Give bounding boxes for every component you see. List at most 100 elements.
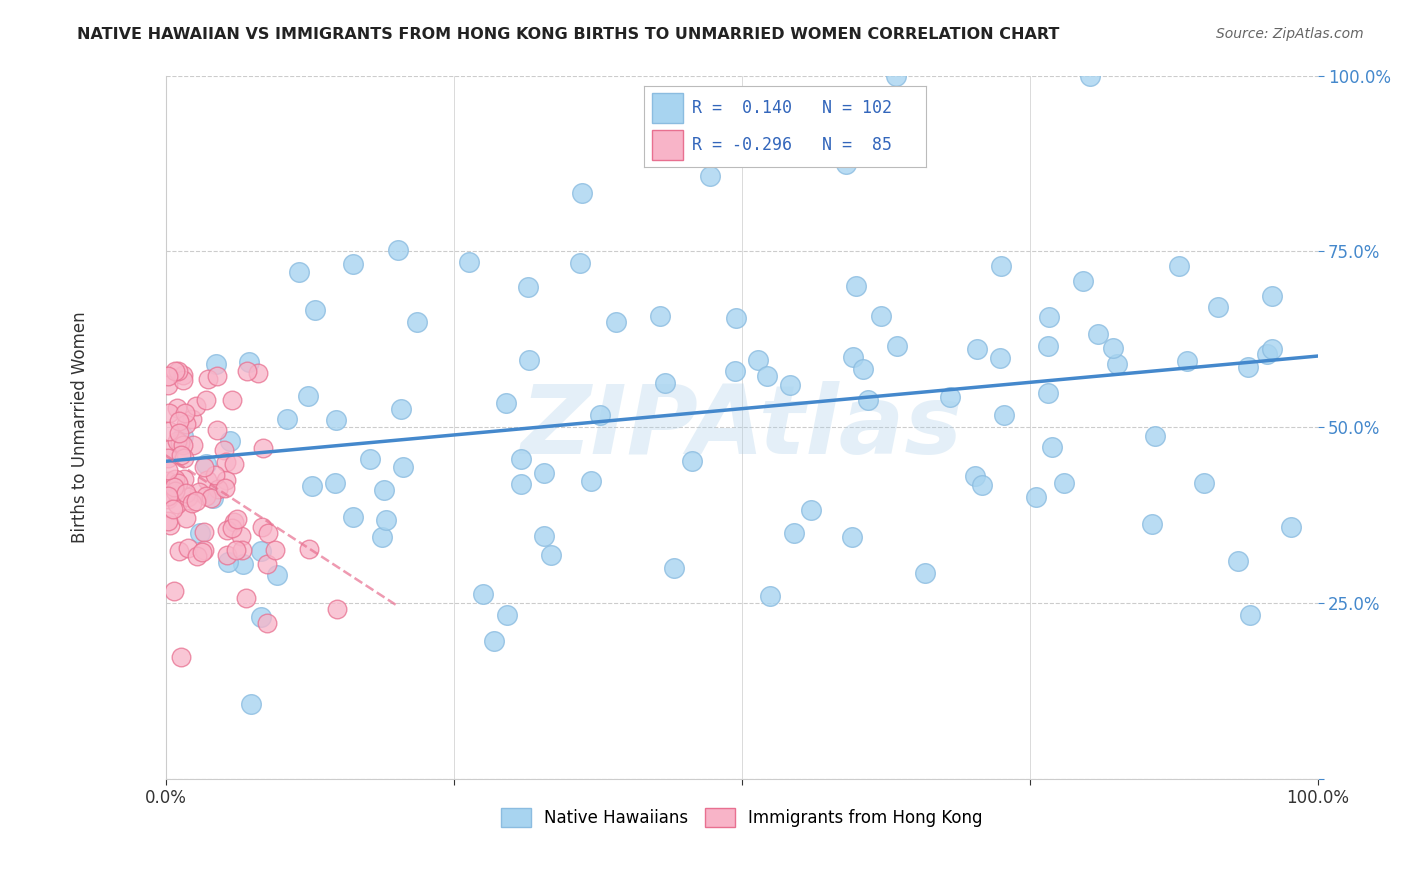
Point [166,497,188,511]
Point [783,526,806,541]
Point [207,368,229,383]
Point [510,452,533,467]
Point [181,412,204,426]
Point [172,429,194,443]
Point [654,376,676,391]
Point [342,509,364,524]
Point [779,378,801,392]
Point [1192,476,1215,491]
Point [226,511,249,525]
Point [841,530,863,544]
Point [163,583,186,598]
Point [167,426,190,441]
Point [195,473,218,487]
Point [699,169,721,183]
Point [215,523,238,537]
Point [1087,327,1109,342]
Point [173,472,195,486]
Point [1206,300,1229,314]
Point [235,591,257,606]
Point [990,259,1012,273]
Point [190,526,212,541]
Point [297,388,319,402]
Point [842,350,865,364]
Point [205,357,228,371]
Text: Source: ZipAtlas.com: Source: ZipAtlas.com [1216,27,1364,41]
Point [194,457,217,471]
Text: ZIPAtlas: ZIPAtlas [520,381,963,474]
Point [1101,341,1123,355]
Point [170,448,193,462]
Point [509,477,531,491]
Point [845,279,868,293]
Point [200,491,222,505]
Point [484,633,506,648]
Point [225,543,247,558]
Point [159,518,181,533]
Point [276,412,298,426]
Point [1261,289,1284,303]
Point [177,541,200,555]
Point [391,459,413,474]
Point [222,457,245,471]
Point [229,529,252,543]
Point [195,489,218,503]
Point [391,401,413,416]
Point [214,442,236,457]
Point [163,483,186,498]
Point [232,558,254,572]
Point [174,406,197,420]
Point [224,516,246,530]
Point [169,436,191,450]
Point [1279,519,1302,533]
Point [156,514,179,528]
Point [174,486,197,500]
Point [965,469,987,483]
Point [266,568,288,582]
Point [359,451,381,466]
Point [167,414,190,428]
Point [323,475,346,490]
Point [1237,359,1260,374]
Point [162,502,184,516]
Point [1143,429,1166,443]
Point [264,542,287,557]
Point [157,368,180,383]
Point [207,482,229,496]
Point [204,467,226,482]
Point [197,372,219,386]
Text: NATIVE HAWAIIAN VS IMMIGRANTS FROM HONG KONG BIRTHS TO UNMARRIED WOMEN CORRELATI: NATIVE HAWAIIAN VS IMMIGRANTS FROM HONG … [77,27,1060,42]
Point [1052,476,1074,491]
Point [568,256,591,270]
Point [250,520,273,534]
Point [1261,342,1284,356]
Point [1167,260,1189,274]
Point [1078,69,1101,83]
Point [835,157,858,171]
Point [387,244,409,258]
Point [163,480,186,494]
Point [342,257,364,271]
Point [191,545,214,559]
Point [1025,490,1047,504]
Point [966,342,988,356]
Point [166,475,188,490]
Point [195,392,218,407]
Point [1036,339,1059,353]
Point [238,354,260,368]
Point [579,474,602,488]
Point [250,609,273,624]
Point [458,255,481,269]
Point [747,353,769,368]
Point [938,390,960,404]
Point [221,393,243,408]
Point [174,417,197,432]
Point [236,364,259,378]
Point [193,543,215,558]
Point [648,310,671,324]
Point [167,543,190,558]
Point [167,364,190,378]
Point [373,483,395,497]
Point [1140,516,1163,531]
Point [239,697,262,711]
